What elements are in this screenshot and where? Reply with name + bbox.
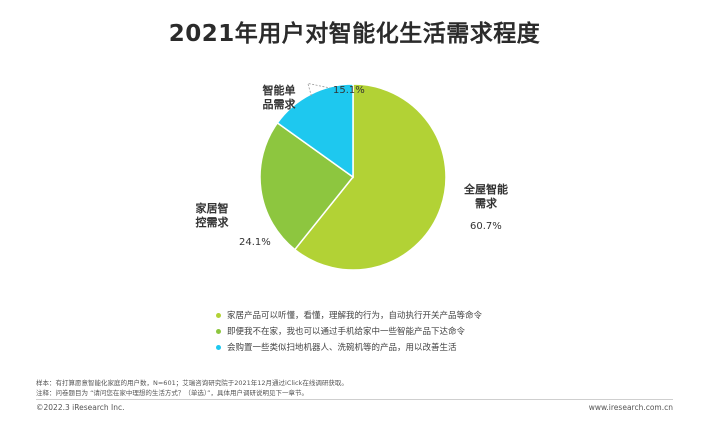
legend-dot-icon xyxy=(216,328,221,334)
pie-slice xyxy=(293,83,447,271)
category-label: 智能单品需求 xyxy=(263,83,297,111)
legend: 家居产品可以听懂，看懂，理解我的行为，自动执行开关产品等命令 即便我不在家，我也… xyxy=(216,307,482,355)
legend-item: 会购置一些类似扫地机器人、洗碗机等的产品，用以改善生活 xyxy=(216,339,482,355)
copyright: ©2022.3 iResearch Inc. xyxy=(36,403,125,412)
percent-label: 15.1% xyxy=(333,85,365,96)
legend-item: 即便我不在家，我也可以通过手机给家中一些智能产品下达命令 xyxy=(216,323,482,339)
legend-text: 会购置一些类似扫地机器人、洗碗机等的产品，用以改善生活 xyxy=(227,343,457,353)
pie-chart: 全屋智能需求 60.7% 家居智控需求 24.1% 智能单品需求 15.1% xyxy=(196,82,508,271)
footnotes: 样本：有打算愿意智能化家庭的用户数，N=601；艾瑞咨询研究院于2021年12月… xyxy=(36,378,348,398)
remark-note: 注释：问卷题目为 “请问您在家中理想的生活方式？（单选）”，具体用户调研说明见下… xyxy=(36,389,309,397)
legend-dot-icon xyxy=(216,312,221,318)
legend-text: 家居产品可以听懂，看懂，理解我的行为，自动执行开关产品等命令 xyxy=(227,311,483,321)
footer-divider xyxy=(36,399,673,400)
percent-label: 24.1% xyxy=(239,237,271,248)
legend-dot-icon xyxy=(216,344,221,350)
leader-line xyxy=(307,82,331,97)
chart-title: 2021年用户对智能化生活需求程度 xyxy=(168,21,541,47)
legend-item: 家居产品可以听懂，看懂，理解我的行为，自动执行开关产品等命令 xyxy=(216,307,482,323)
percent-label: 60.7% xyxy=(470,221,502,232)
legend-text: 即便我不在家，我也可以通过手机给家中一些智能产品下达命令 xyxy=(227,327,466,337)
sample-note: 样本：有打算愿意智能化家庭的用户数，N=601；艾瑞咨询研究院于2021年12月… xyxy=(36,379,348,387)
website: www.iresearch.com.cn xyxy=(588,403,673,412)
category-label: 家居智控需求 xyxy=(196,201,230,229)
category-label: 全屋智能需求 xyxy=(463,182,508,210)
pie-slice xyxy=(259,121,355,251)
